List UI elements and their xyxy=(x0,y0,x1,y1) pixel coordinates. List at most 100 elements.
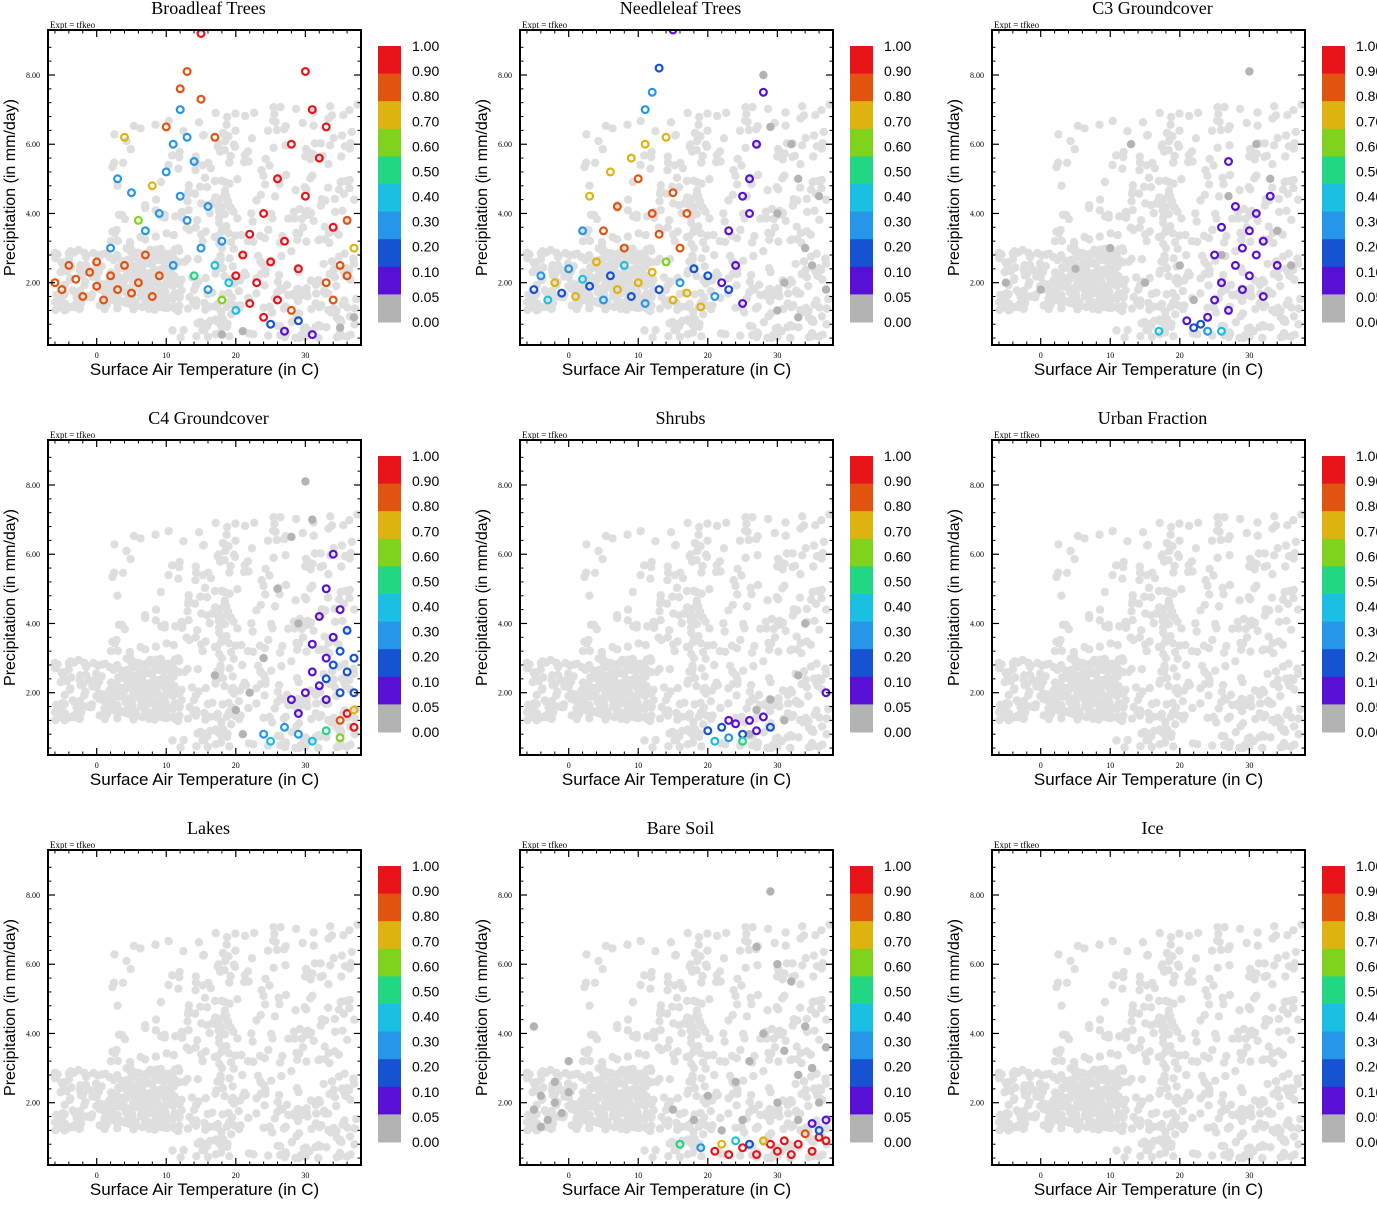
background-point xyxy=(257,191,265,199)
background-point xyxy=(1065,286,1073,294)
background-point xyxy=(1160,255,1168,263)
expt-label: Expt = tfkeo xyxy=(50,430,96,440)
background-point xyxy=(1179,305,1187,313)
background-point xyxy=(302,284,310,292)
colorbar-swatch xyxy=(1322,129,1345,157)
background-point xyxy=(661,708,669,716)
background-point xyxy=(598,650,606,658)
background-point xyxy=(273,536,281,544)
background-point xyxy=(125,668,133,676)
background-point xyxy=(1124,326,1132,334)
data-point xyxy=(642,106,649,113)
background-point xyxy=(705,624,713,632)
data-point xyxy=(337,606,344,613)
background-point xyxy=(1245,152,1253,160)
points-layer xyxy=(523,510,834,752)
background-point xyxy=(1243,119,1251,127)
background-point xyxy=(811,111,819,119)
colorbar-swatch xyxy=(378,184,401,212)
background-point xyxy=(194,665,202,673)
background-point xyxy=(249,627,257,635)
panel-title: C4 Groundcover xyxy=(148,408,268,428)
background-point xyxy=(197,609,205,617)
background-point xyxy=(1089,302,1097,310)
background-point xyxy=(579,696,587,704)
background-point xyxy=(1155,233,1163,241)
background-point xyxy=(709,231,717,239)
background-point xyxy=(1252,172,1260,180)
background-point xyxy=(784,691,792,699)
data-point xyxy=(773,209,781,217)
background-point xyxy=(791,562,799,570)
background-point xyxy=(337,152,345,160)
colorbar-swatch xyxy=(850,239,873,267)
background-point xyxy=(331,618,339,626)
data-point xyxy=(1197,321,1204,328)
background-point xyxy=(1010,247,1018,255)
y-tick-label: 6.00 xyxy=(26,550,40,559)
data-point xyxy=(1037,285,1045,293)
background-point xyxy=(1294,196,1302,204)
background-point xyxy=(203,732,211,740)
background-point xyxy=(132,712,140,720)
background-point xyxy=(1208,127,1216,135)
data-point xyxy=(351,245,358,252)
background-point xyxy=(113,661,121,669)
background-point xyxy=(642,641,650,649)
colorbar-label: 1.00 xyxy=(412,38,439,54)
background-point xyxy=(1107,639,1115,647)
background-point xyxy=(1201,166,1209,174)
background-point xyxy=(350,606,358,614)
colorbar-swatch xyxy=(378,456,401,484)
data-point xyxy=(302,68,309,75)
data-point xyxy=(766,695,774,703)
background-point xyxy=(1123,127,1131,135)
y-tick-label: 4.00 xyxy=(26,619,40,628)
background-point xyxy=(1171,238,1179,246)
background-point xyxy=(680,699,688,707)
background-point xyxy=(597,668,605,676)
background-point xyxy=(580,637,588,645)
background-point xyxy=(613,614,621,622)
background-point xyxy=(88,290,96,298)
background-point xyxy=(269,144,277,152)
colorbar-label: 0.60 xyxy=(884,138,911,154)
colorbar-swatch xyxy=(378,511,401,539)
background-point xyxy=(1287,216,1295,224)
background-point xyxy=(782,532,790,540)
background-point xyxy=(348,538,356,546)
y-tick-label: 8.00 xyxy=(26,481,40,490)
background-point xyxy=(647,563,655,571)
background-point xyxy=(174,575,182,583)
data-point xyxy=(135,217,142,224)
background-point xyxy=(722,109,730,117)
background-point xyxy=(171,212,179,220)
background-point xyxy=(337,742,345,750)
background-point xyxy=(328,257,336,265)
background-point xyxy=(641,705,649,713)
background-point xyxy=(225,742,233,750)
background-point xyxy=(588,685,596,693)
background-point xyxy=(1063,569,1071,577)
background-point xyxy=(1201,191,1209,199)
colorbar-swatch xyxy=(850,484,873,512)
background-point xyxy=(810,207,818,215)
data-point xyxy=(1267,193,1274,200)
data-point xyxy=(1246,272,1253,279)
background-point xyxy=(152,642,160,650)
colorbar-label: 1.00 xyxy=(884,448,911,464)
background-point xyxy=(1136,223,1144,231)
background-point xyxy=(656,206,664,214)
background-point xyxy=(1104,676,1112,684)
background-point xyxy=(736,331,744,339)
colorbar-label: 0.40 xyxy=(884,189,911,205)
background-point xyxy=(220,682,228,690)
data-point xyxy=(787,140,795,148)
data-point xyxy=(287,533,295,541)
background-point xyxy=(211,643,219,651)
background-point xyxy=(818,722,826,730)
colorbar-swatch xyxy=(850,294,873,322)
background-point xyxy=(256,642,264,650)
background-point xyxy=(646,165,654,173)
background-point xyxy=(174,717,182,725)
